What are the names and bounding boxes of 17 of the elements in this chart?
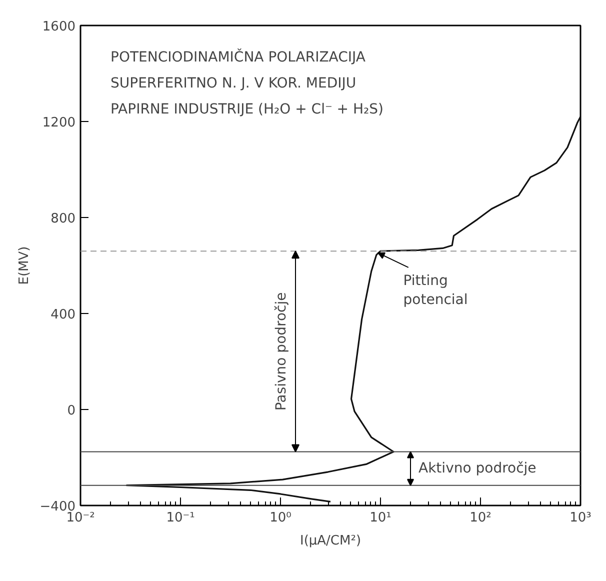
- x-tick-label: 10⁻¹: [166, 510, 195, 526]
- x-tick-label: 10¹: [370, 510, 392, 526]
- x-axis-title: I(μA/CM²): [300, 534, 362, 548]
- y-axis-title: E(MV): [16, 246, 32, 285]
- text: POTENCIODINAMIČNA POLARIZACIJA SUPERFERITNO N. J. V KOR. MEDIJU PAPIRNE INDUSTRIJE (H₂O + Cl⁻ + H₂S): [110, 48, 384, 118]
- x-tick-label: 10³: [570, 510, 592, 526]
- y-tick-label: 0: [67, 404, 76, 418]
- annotation: Pitting potencial: [403, 272, 468, 308]
- annotation: Pasivno področje: [274, 292, 290, 411]
- annotation: Aktivno področje: [418, 460, 536, 477]
- x-tick-label: 10²: [470, 510, 492, 526]
- y-tick-label: 800: [50, 212, 76, 226]
- y-tick-label: 1600: [42, 20, 76, 34]
- y-tick-label: 400: [50, 308, 76, 322]
- x-tick-label: 10⁻²: [66, 510, 95, 526]
- x-tick-label: 10⁰: [270, 510, 292, 526]
- y-tick-label: 1200: [42, 116, 76, 130]
